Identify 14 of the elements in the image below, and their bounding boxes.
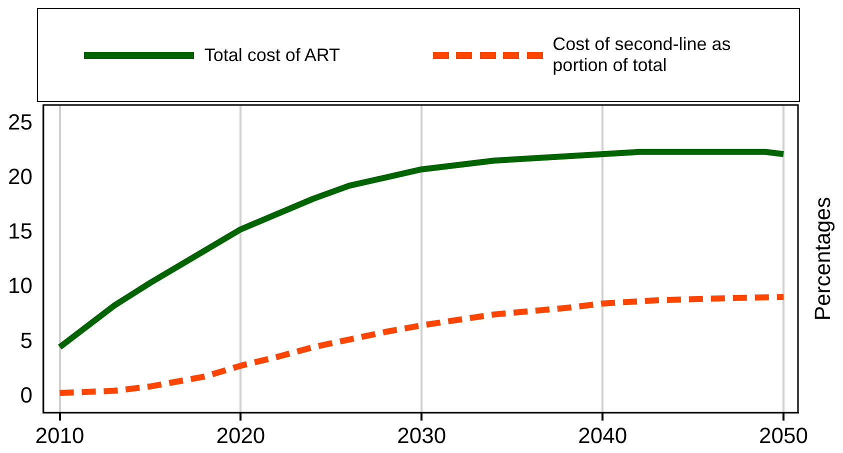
x-tick-label: 2040 [578, 422, 628, 448]
y-tick-label: 0 [20, 382, 32, 408]
x-tick-label: 2010 [35, 422, 84, 448]
y-axis-title: Percentages [810, 197, 836, 321]
y-tick-label: 15 [8, 218, 32, 244]
x-tick-label: 2030 [397, 422, 446, 448]
y-tick-label: 25 [8, 110, 32, 135]
x-tick-label: 2050 [759, 422, 808, 448]
y-tick-label: 20 [8, 164, 32, 190]
legend-label: Cost of second-line as portion of total [552, 34, 732, 76]
y-tick-label: 5 [20, 328, 32, 353]
legend-label: Total cost of ART [204, 44, 340, 66]
y-tick-label: 10 [8, 273, 32, 298]
x-tick-label: 2020 [216, 422, 266, 448]
